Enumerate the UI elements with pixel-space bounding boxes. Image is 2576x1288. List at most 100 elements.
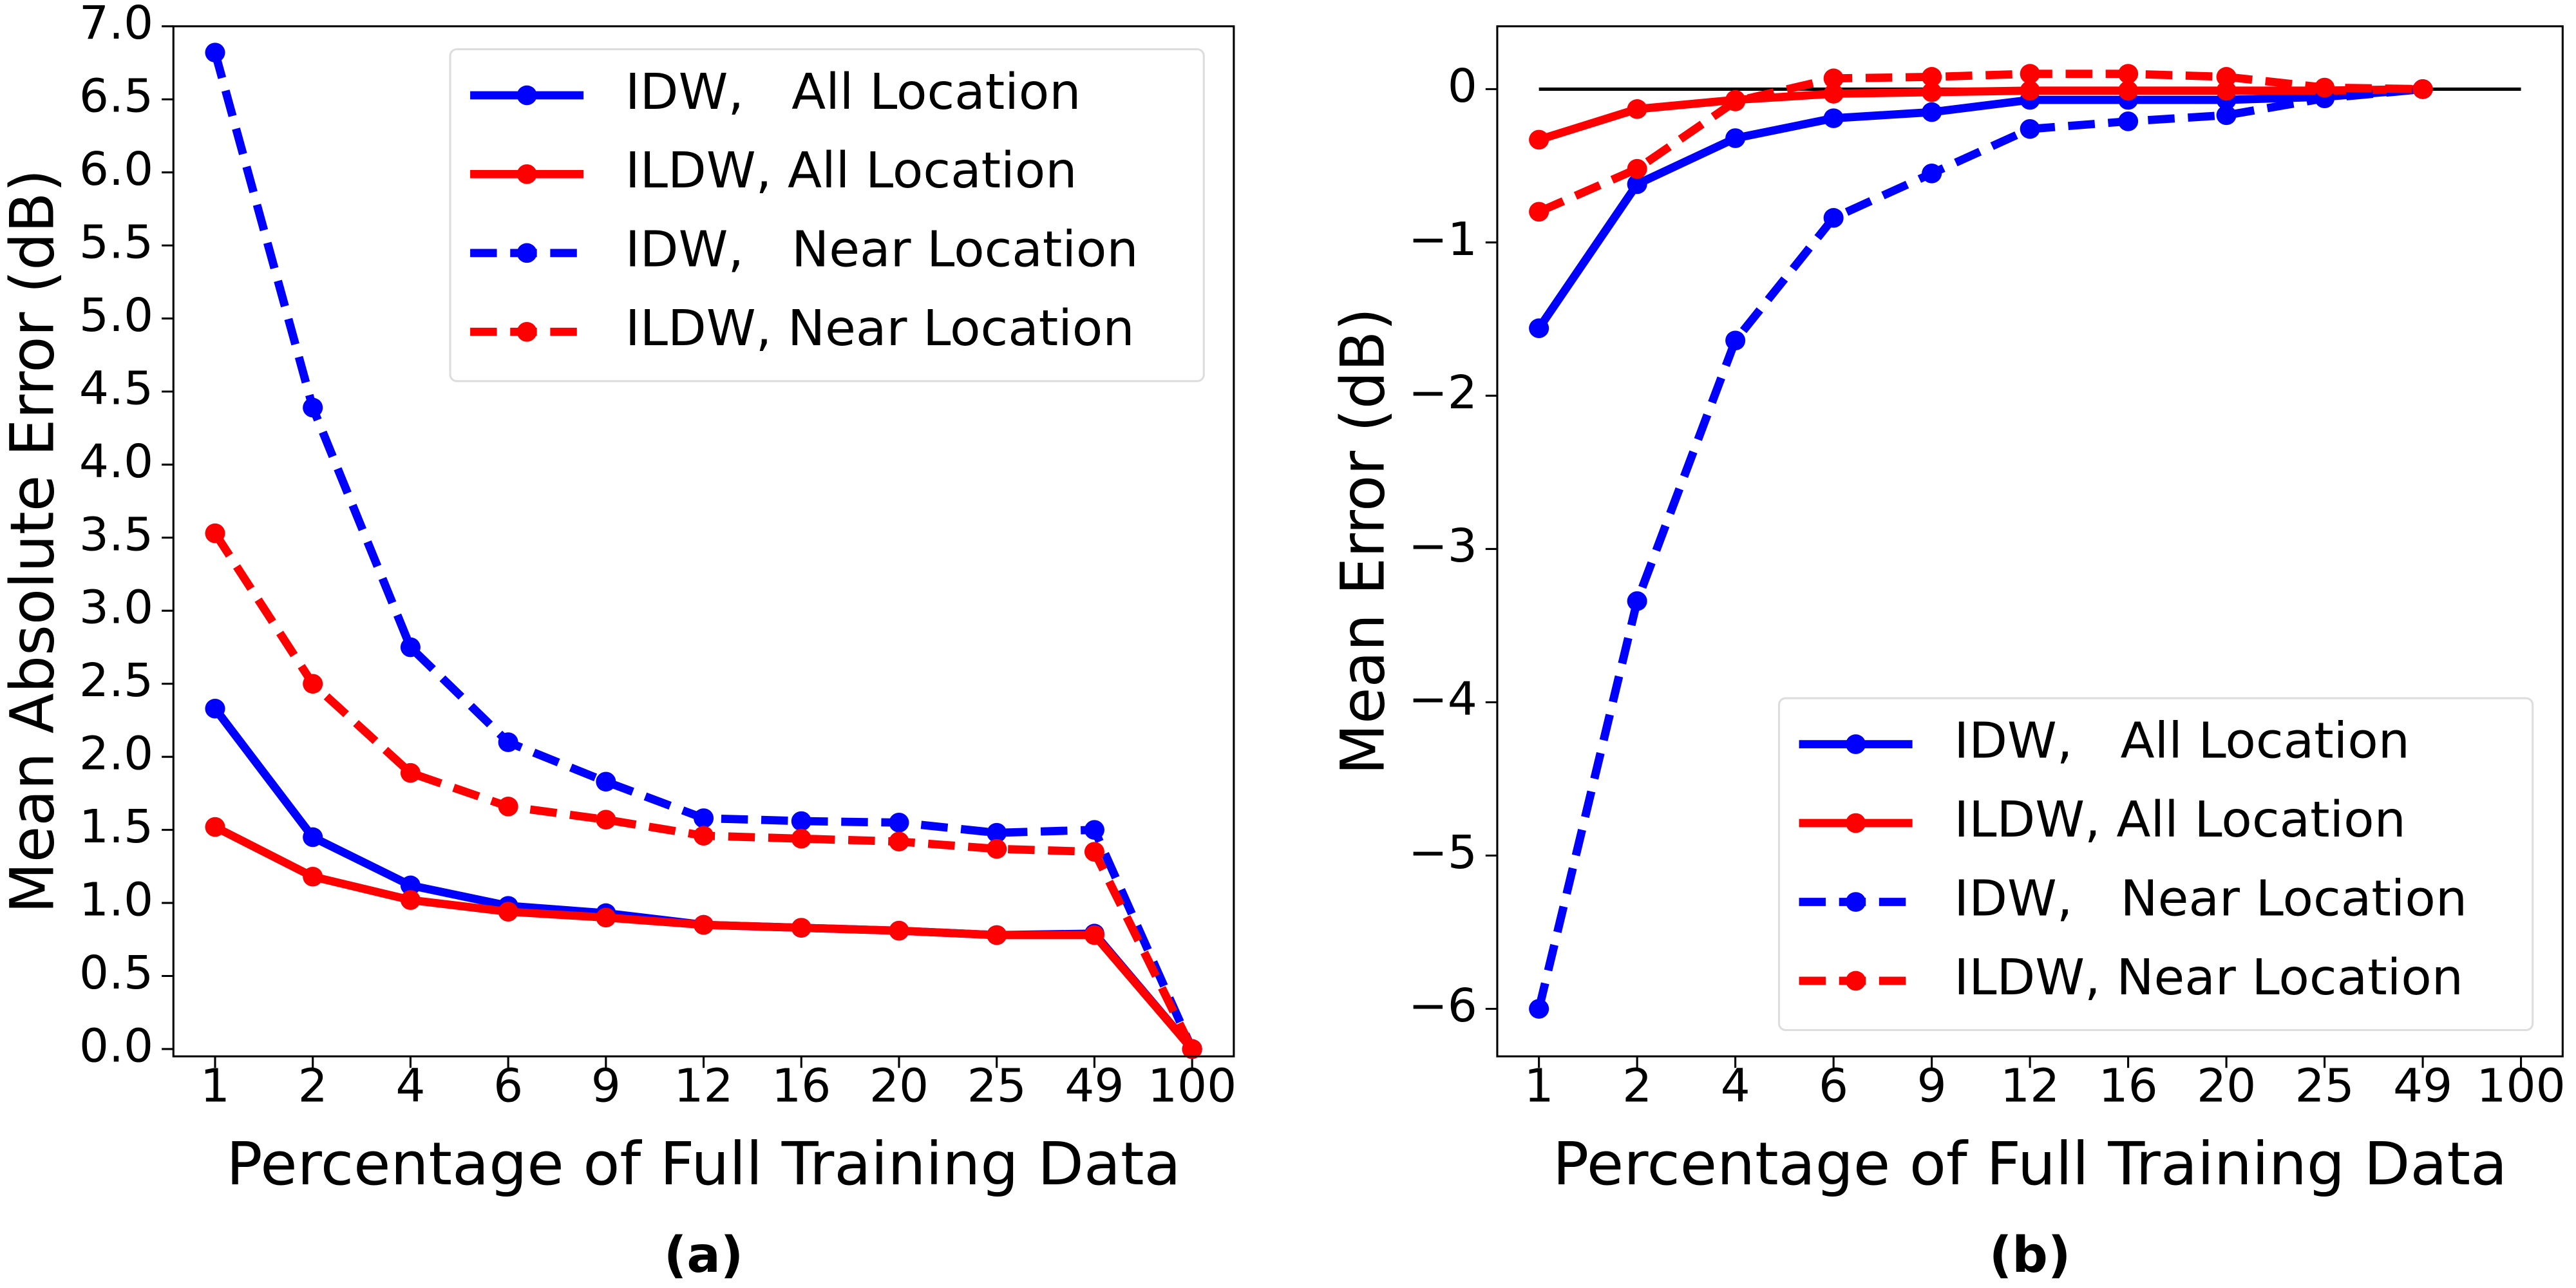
y-tick-label: 7.0 [79, 0, 153, 50]
series-line [1535, 85, 2423, 1010]
legend-label: IDW, All Location [625, 63, 1081, 120]
series-line [211, 531, 1196, 1051]
point [498, 797, 518, 817]
x-tick-label: 16 [772, 1059, 831, 1112]
point [1627, 99, 1647, 119]
legend-label: IDW, Near Location [1954, 870, 2467, 927]
point [1529, 202, 1549, 222]
point [400, 875, 421, 896]
point [791, 828, 811, 849]
y-tick-label: 5.5 [79, 215, 153, 269]
point [1922, 164, 1942, 184]
y-tick-label: 6.0 [79, 142, 153, 196]
point [205, 817, 225, 837]
point [2118, 111, 2139, 131]
x-tick-label: 6 [493, 1059, 523, 1112]
point [205, 523, 225, 544]
point [2020, 118, 2040, 139]
point [791, 918, 811, 938]
point [2020, 64, 2040, 84]
x-tick-label: 6 [1819, 1059, 1848, 1112]
y-tick-label: −1 [1408, 212, 1477, 265]
x-tick-label: 4 [395, 1059, 425, 1112]
x-tick-label: 25 [2295, 1059, 2354, 1112]
y-tick-label: −5 [1408, 825, 1477, 878]
legend-marker [1846, 734, 1866, 754]
point [1627, 174, 1647, 194]
point [1922, 82, 1942, 102]
point [1725, 330, 1746, 351]
legend-marker [1846, 892, 1866, 912]
plot-frame [172, 25, 1235, 1057]
legend-label: IDW, All Location [1954, 712, 2410, 770]
point [1725, 91, 1746, 111]
series-line [1537, 70, 2423, 216]
point [1823, 84, 1844, 104]
point [498, 732, 518, 752]
y-tick-label: 0.0 [79, 1019, 153, 1072]
x-tick-label: 1 [200, 1059, 230, 1112]
point [1529, 318, 1549, 339]
legend-box [449, 48, 1205, 383]
caption: (a) [664, 1226, 743, 1283]
point [2315, 77, 2335, 98]
legend-marker [516, 243, 537, 263]
point [889, 831, 909, 852]
point [400, 890, 421, 910]
x-tick-label: 100 [1148, 1059, 1236, 1112]
point [889, 920, 909, 941]
point [2118, 80, 2139, 101]
x-tick-label: 16 [2098, 1059, 2157, 1112]
point [2020, 80, 2040, 101]
point [205, 43, 225, 62]
x-tick-label: 12 [2000, 1059, 2060, 1112]
point [596, 810, 616, 830]
point [1823, 208, 1844, 228]
series-line [211, 706, 1196, 1052]
point [694, 826, 714, 846]
legend-marker [1846, 971, 1866, 991]
y-tick-label: 1.0 [79, 873, 153, 926]
point [987, 925, 1007, 945]
point [694, 808, 714, 828]
point [1182, 1039, 1202, 1059]
y-tick-label: −3 [1408, 518, 1477, 572]
point [1084, 820, 1104, 840]
x-tick-label: 2 [298, 1059, 328, 1112]
y-tick-label: 5.0 [79, 288, 153, 341]
legend-label: ILDW, All Location [1954, 791, 2406, 848]
legend-label: ILDW, All Location [625, 142, 1077, 200]
x-tick-label: 4 [1721, 1059, 1750, 1112]
point [2118, 64, 2139, 84]
point [1725, 128, 1746, 148]
x-axis-label: Percentage of Full Training Data [226, 1130, 1180, 1198]
legend-marker [516, 164, 537, 184]
plot-frame [1496, 25, 2564, 1057]
point [1922, 67, 1942, 87]
x-tick-label: 25 [967, 1059, 1027, 1112]
point [1084, 842, 1104, 862]
point [791, 811, 811, 831]
y-tick-label: 3.5 [79, 507, 153, 561]
caption: (b) [1989, 1226, 2071, 1283]
point [596, 907, 616, 928]
point [2216, 67, 2237, 87]
point [498, 902, 518, 922]
y-tick-label: 6.5 [79, 69, 153, 122]
y-axis-label: Mean Error (dB) [1328, 308, 1398, 775]
y-tick-label: −6 [1408, 978, 1477, 1032]
y-tick-label: 3.0 [79, 580, 153, 634]
legend-marker [516, 85, 537, 106]
x-tick-label: 20 [869, 1059, 929, 1112]
point [400, 762, 421, 783]
point [303, 827, 323, 848]
point [2216, 105, 2237, 126]
x-tick-label: 100 [2476, 1059, 2565, 1112]
legend-label: ILDW, Near Location [1954, 949, 2463, 1006]
point [1627, 158, 1647, 179]
point [987, 838, 1007, 859]
point [1627, 591, 1647, 611]
y-tick-label: −2 [1408, 365, 1477, 419]
